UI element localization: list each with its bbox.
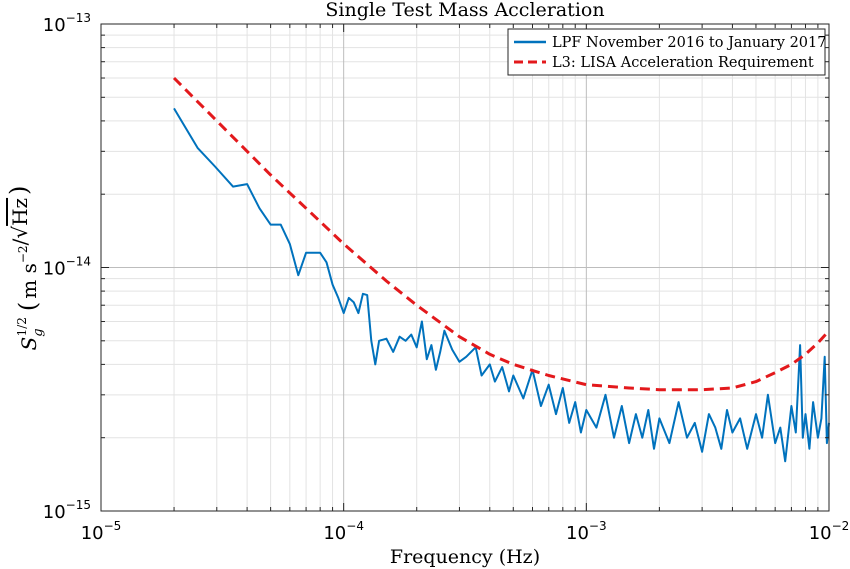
y-axis-label: Sg1/2(m s−2/√Hz) [5,186,46,351]
series-line-lisa-requirement [172,76,831,392]
x-tick-label-base: 10 [566,523,589,544]
y-axis-label-divide: / [8,238,32,245]
y-tick-label-base: 10 [43,259,66,280]
x-axis-label: Frequency (Hz) [390,546,540,568]
x-tick-label-exponent: −4 [346,519,364,533]
y-tick-label-exponent: −14 [66,255,91,269]
y-axis-label-hz: Hz [8,198,32,226]
legend: LPF November 2016 to January 2017 L3: LI… [507,28,827,76]
series-layer [172,76,831,463]
y-tick-label-base: 10 [43,15,66,36]
y-tick-label: 10−14 [43,255,91,280]
legend-label-lisa-requirement: L3: LISA Acceleration Requirement [552,55,814,71]
y-axis-label-symbol: S [17,337,41,351]
y-tick-label: 10−13 [43,11,91,36]
y-axis-label-unit: m s [17,263,41,299]
svg-text:Sg1/2(m s−2/√Hz): Sg1/2(m s−2/√Hz) [5,186,46,351]
x-tick-label: 10−5 [81,519,122,544]
legend-box [507,28,826,76]
x-tick-label-base: 10 [809,523,832,544]
legend-label-lpf: LPF November 2016 to January 2017 [552,35,827,51]
y-tick-label-exponent: −15 [66,498,91,512]
y-axis-label-unit-exponent: −2 [16,245,30,263]
chart-title: Single Test Mass Accleration [325,0,604,21]
x-tick-label-exponent: −2 [832,519,850,533]
y-axis-label-superscript: 1/2 [15,317,29,336]
tick-marks [100,23,830,512]
x-tick-label: 10−3 [566,519,607,544]
x-tick-label: 10−2 [809,519,850,544]
x-tick-label-base: 10 [81,523,104,544]
y-axis-label-subscript: g [31,328,46,336]
x-tick-label-exponent: −3 [589,519,607,533]
y-tick-label-base: 10 [43,502,66,523]
x-tick-label-exponent: −5 [104,519,122,533]
x-tick-label-base: 10 [323,523,346,544]
x-tick-label: 10−4 [323,519,364,544]
y-axis-label-sqrt: √ [8,226,32,239]
y-tick-label-exponent: −13 [66,11,91,25]
y-tick-label: 10−15 [43,498,91,523]
